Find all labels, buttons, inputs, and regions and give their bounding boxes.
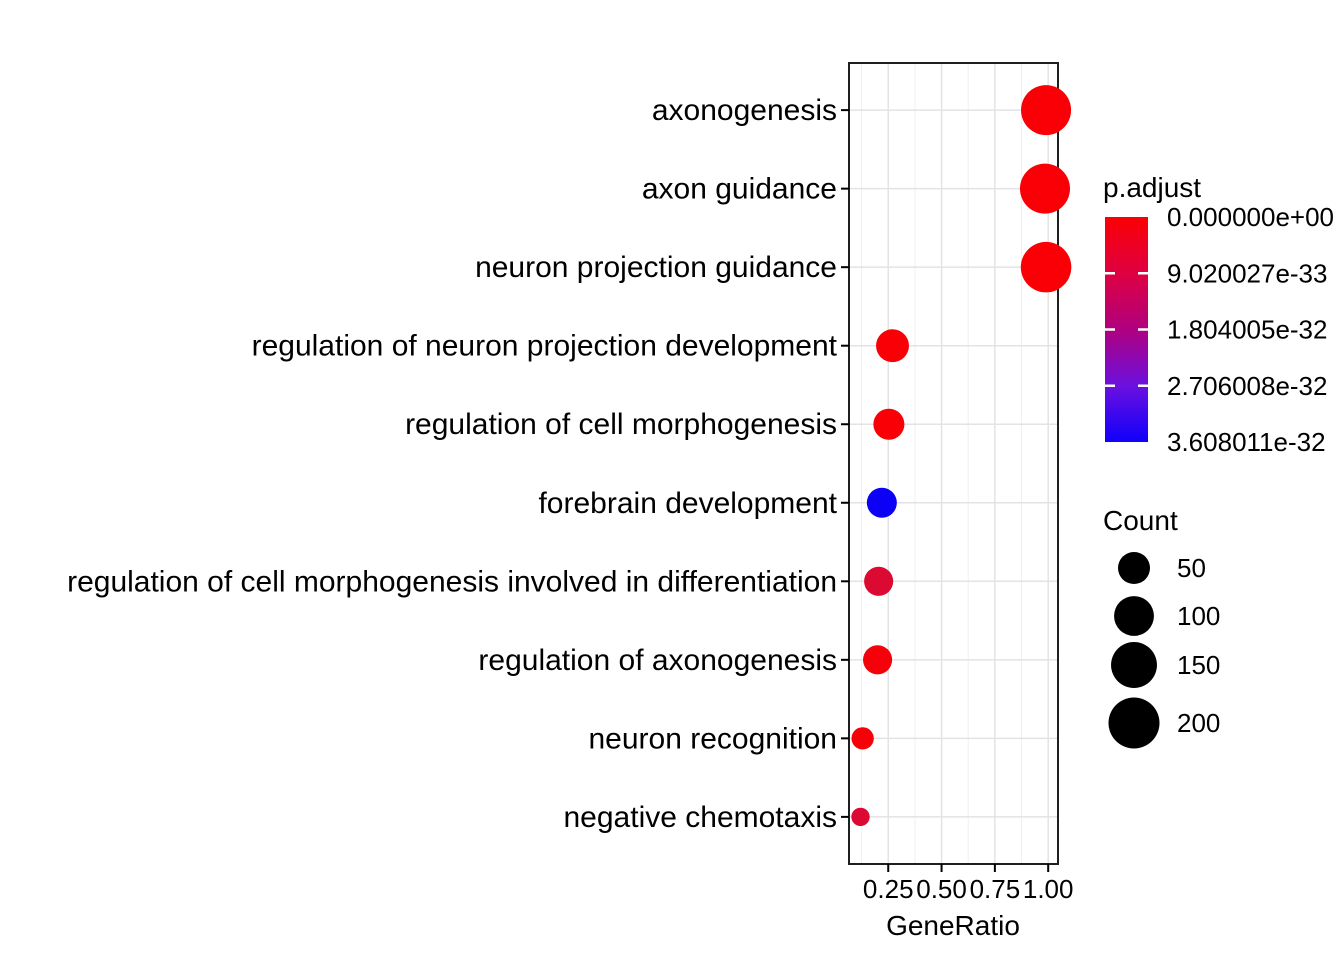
y-axis-label: neuron recognition: [588, 722, 837, 755]
count-legend: Count 50 100 150 200: [1103, 505, 1220, 749]
y-axis-labels: axonogenesis axon guidance neuron projecti…: [67, 94, 838, 834]
data-point: [864, 566, 894, 596]
data-point: [851, 727, 874, 750]
y-axis-label: neuron projection guidance: [475, 251, 837, 284]
data-points-layer: [851, 85, 1072, 827]
data-point: [851, 807, 870, 827]
count-legend-dot: [1114, 596, 1154, 636]
x-axis-ticks: [887, 864, 1050, 872]
y-axis-label: regulation of cell morphogenesis involve…: [67, 565, 837, 598]
x-tick-label: 0.25: [863, 874, 914, 904]
colorbar-tick-label: 0.000000e+00: [1167, 202, 1334, 232]
colorbar-tick-label: 3.608011e-32: [1167, 427, 1326, 457]
y-axis-label: regulation of cell morphogenesis: [405, 408, 837, 441]
y-axis-label: negative chemotaxis: [564, 801, 838, 834]
data-point: [1019, 163, 1071, 214]
data-point: [873, 408, 905, 440]
p-adjust-legend-title: p.adjust: [1103, 172, 1201, 203]
p-adjust-legend: p.adjust 0.000000e+00 9.020027e-33 1.80400…: [1103, 172, 1334, 457]
count-legend-label: 150: [1177, 650, 1220, 680]
colorbar-tick-label: 2.706008e-32: [1167, 371, 1327, 401]
y-axis-label: axonogenesis: [652, 94, 837, 127]
count-legend-label: 100: [1177, 601, 1220, 631]
x-tick-label: 0.50: [916, 874, 967, 904]
count-legend-title: Count: [1103, 505, 1178, 536]
data-point: [863, 645, 893, 675]
data-point: [1020, 241, 1072, 293]
data-point: [866, 487, 897, 518]
x-tick-label: 0.75: [970, 874, 1021, 904]
count-legend-dot: [1111, 642, 1157, 688]
y-axis-label: regulation of neuron projection developm…: [252, 330, 838, 363]
x-axis-tick-labels: 0.25 0.50 0.75 1.00: [863, 874, 1074, 904]
y-axis-ticks: [841, 109, 849, 818]
count-legend-label: 200: [1177, 708, 1220, 738]
data-point: [1021, 85, 1072, 136]
colorbar-ticks: [1105, 272, 1148, 387]
y-axis-label: forebrain development: [538, 487, 837, 520]
y-axis-label: axon guidance: [642, 173, 837, 206]
colorbar-tick-label: 9.020027e-33: [1167, 258, 1327, 288]
count-legend-label: 50: [1177, 553, 1206, 583]
x-axis-title: GeneRatio: [886, 910, 1020, 941]
x-tick-label: 1.00: [1023, 874, 1074, 904]
count-legend-dot: [1118, 552, 1150, 584]
data-point: [876, 329, 909, 363]
y-axis-label: regulation of axonogenesis: [478, 644, 837, 677]
colorbar-tick-label: 1.804005e-32: [1167, 315, 1327, 345]
colorbar-tick-labels: 0.000000e+00 9.020027e-33 1.804005e-32 2.70…: [1167, 202, 1334, 457]
panel-border: [848, 62, 1059, 865]
count-legend-dot: [1108, 697, 1160, 749]
count-legend-keys: 50 100 150 200: [1108, 552, 1220, 749]
